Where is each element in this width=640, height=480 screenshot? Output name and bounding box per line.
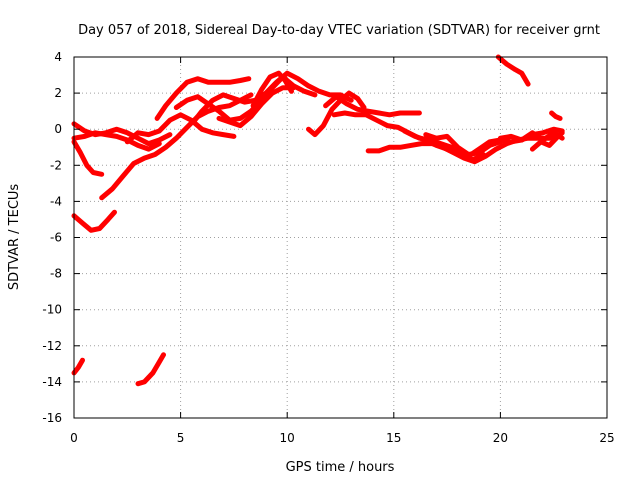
series-arc-22 [495,54,531,87]
axis-ticks: 0 5 10 15 20 25 -16 -14 -12 -10 -8 -6 -4 -2 0 2 4 [42,50,614,445]
series-group [71,54,565,387]
series-arc-1 [71,139,105,177]
series-arc-23 [549,110,563,121]
series-arc-13 [250,70,294,109]
y-tick-label: -14 [42,375,62,389]
series-arc-9 [154,76,252,121]
x-tick-label: 15 [386,431,401,445]
series-arc-8 [124,112,237,145]
y-tick-label: -16 [42,411,62,425]
series-arc-21 [529,130,565,152]
series-arc-4 [135,352,166,387]
y-tick-label: -2 [50,158,62,172]
y-tick-label: -12 [42,339,62,353]
x-tick-label: 20 [493,431,508,445]
series-arc-6 [71,130,162,152]
x-tick-label: 5 [177,431,185,445]
series-arc-10 [173,74,318,123]
x-tick-label: 0 [70,431,78,445]
series-arc-2 [71,209,117,233]
series-arc-11 [190,70,354,125]
y-tick-label: -8 [50,267,62,281]
x-tick-label: 25 [599,431,614,445]
series-arc-3 [71,357,85,376]
grid-lines [74,57,607,418]
series-arc-20 [497,130,565,143]
x-tick-label: 10 [280,431,295,445]
y-tick-label: 4 [54,50,62,64]
x-axis-label: GPS time / hours [286,460,395,475]
y-tick-label: 2 [54,86,62,100]
y-axis-label: SDTVAR / TECUs [7,184,22,291]
series-arc-14 [306,90,367,138]
plot-frame [73,56,608,419]
series-arc-7 [99,92,254,201]
y-tick-label: 0 [54,122,62,136]
series-arc-15 [323,94,422,118]
series-arc-19 [423,132,503,157]
y-tick-label: -4 [50,194,62,208]
y-tick-label: -10 [42,303,62,317]
y-tick-label: -6 [50,231,62,245]
chart-title: Day 057 of 2018, Sidereal Day-to-day VTE… [78,23,600,38]
series-arc-12 [216,85,297,129]
